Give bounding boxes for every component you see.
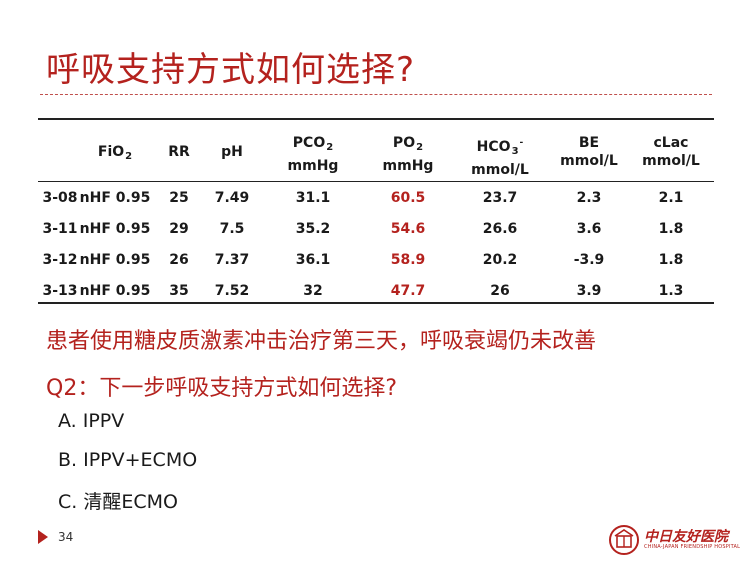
table-cell: 29 xyxy=(169,221,189,237)
header-unit: mmol/L xyxy=(642,153,700,169)
table-cell: 31.1 xyxy=(295,190,331,206)
row-date-cell: 3-11 xyxy=(42,221,78,237)
slide-title: 呼吸支持方式如何选择? xyxy=(46,50,416,90)
header-main-text: FiO xyxy=(97,144,125,160)
table-cell: 54.6 xyxy=(390,221,426,237)
header-main-text: HCO xyxy=(476,139,511,155)
table-cell: 35.2 xyxy=(295,221,331,237)
table-cell: 25 xyxy=(169,190,189,206)
table-cell: 7.49 xyxy=(214,190,250,206)
table-header-cell: RR xyxy=(168,143,190,161)
table-cell: 7.37 xyxy=(214,252,250,268)
table-cell: 58.9 xyxy=(390,252,426,268)
table-cell: nHF 0.95 xyxy=(79,221,151,237)
table-bottom-rule xyxy=(38,302,714,304)
row-date-cell: 3-08 xyxy=(42,190,78,206)
table-cell: 1.3 xyxy=(658,283,684,299)
clinical-statement: 患者使用糖皮质激素冲击治疗第三天，呼吸衰竭仍未改善 xyxy=(46,329,597,354)
table-cell: 20.2 xyxy=(482,252,518,268)
hospital-name: 中日友好医院 xyxy=(644,529,728,545)
header-main-text: PCO xyxy=(292,135,326,151)
header-main-text: pH xyxy=(221,144,243,160)
table-cell: 1.8 xyxy=(658,252,684,268)
table-cell: 60.5 xyxy=(390,190,426,206)
table-top-rule xyxy=(38,118,714,120)
table-cell: nHF 0.95 xyxy=(79,190,151,206)
table-cell: 7.5 xyxy=(219,221,245,237)
hospital-emblem-icon xyxy=(609,525,639,555)
header-main-text: RR xyxy=(168,144,190,160)
table-cell: 7.52 xyxy=(214,283,250,299)
header-main-text: cLac xyxy=(653,135,689,151)
table-header-cell: pH xyxy=(221,143,243,161)
table-cell: nHF 0.95 xyxy=(79,283,151,299)
table-header-cell: PCO2 mmHg xyxy=(288,134,339,175)
table-cell: 26 xyxy=(490,283,510,299)
question-text: Q2：下一步呼吸支持方式如何选择? xyxy=(46,376,397,401)
table-cell: 23.7 xyxy=(482,190,518,206)
header-main-text: PO xyxy=(392,135,416,151)
table-cell: 47.7 xyxy=(390,283,426,299)
table-cell: 26 xyxy=(169,252,189,268)
option-b[interactable]: B. IPPV+ECMO xyxy=(58,449,198,471)
table-header-cell: HCO3- mmol/L xyxy=(471,134,529,179)
table-cell: 3.9 xyxy=(576,283,602,299)
header-unit: mmHg xyxy=(287,158,339,174)
table-header-rule xyxy=(38,181,714,182)
table-cell: 26.6 xyxy=(482,221,518,237)
table-cell: 3.6 xyxy=(576,221,602,237)
table-cell: -3.9 xyxy=(573,252,605,268)
table-cell: 2.3 xyxy=(576,190,602,206)
option-a[interactable]: A. IPPV xyxy=(58,410,125,432)
header-superscript: - xyxy=(519,138,524,148)
table-cell: 36.1 xyxy=(295,252,331,268)
option-c[interactable]: C. 清醒ECMO xyxy=(58,491,178,513)
row-date-cell: 3-13 xyxy=(42,283,78,299)
table-header-cell: BE mmol/L xyxy=(560,134,618,170)
header-unit: mmol/L xyxy=(560,153,618,169)
table-cell: 32 xyxy=(303,283,323,299)
page-marker-icon xyxy=(38,530,48,544)
table-header-cell: PO2 mmHg xyxy=(383,134,434,175)
table-cell: nHF 0.95 xyxy=(79,252,151,268)
table-header-cell: FiO2 xyxy=(98,143,132,166)
hospital-logo: 中日友好医院 CHINA-JAPAN FRIENDSHIP HOSPITAL xyxy=(608,522,748,558)
hospital-subtitle: CHINA-JAPAN FRIENDSHIP HOSPITAL xyxy=(644,544,741,550)
header-subscript: 2 xyxy=(326,142,334,153)
header-main-text: BE xyxy=(578,135,600,151)
table-cell: 35 xyxy=(169,283,189,299)
row-date-cell: 3-12 xyxy=(42,252,78,268)
header-unit: mmHg xyxy=(382,158,434,174)
header-subscript: 3 xyxy=(511,146,519,157)
table-cell: 1.8 xyxy=(658,221,684,237)
page-number: 34 xyxy=(58,530,74,544)
table-header-cell: cLac mmol/L xyxy=(642,134,700,170)
header-subscript: 2 xyxy=(416,142,424,153)
header-unit: mmol/L xyxy=(471,162,529,178)
table-cell: 2.1 xyxy=(658,190,684,206)
header-subscript: 2 xyxy=(125,151,133,162)
title-divider xyxy=(40,94,712,95)
